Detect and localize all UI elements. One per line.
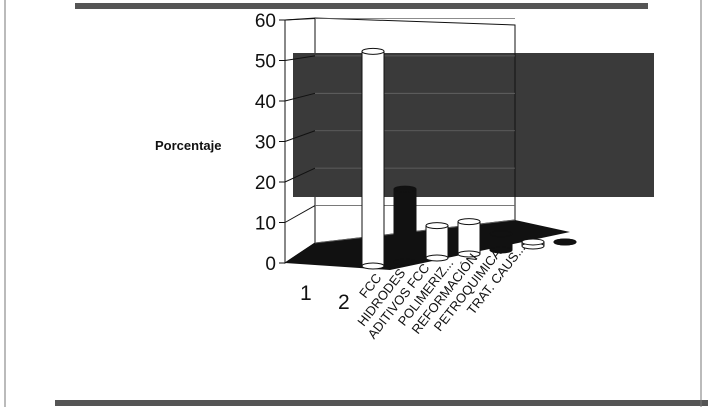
bar-4 (457, 218, 481, 258)
bar-6 (521, 238, 545, 250)
depth-gridline (284, 55, 316, 61)
y-tick-label: 40 (255, 92, 276, 113)
y-axis-title: Porcentaje (155, 138, 221, 153)
y-axis: 0 10 20 30 40 50 60 (255, 11, 286, 275)
y-tick-label: 10 (255, 214, 276, 235)
depth-label-1: 1 (300, 282, 312, 305)
depth-gridline (284, 167, 316, 183)
y-tick-label: 50 (255, 52, 276, 73)
bars (361, 47, 577, 270)
y-tick-label: 30 (255, 133, 276, 154)
depth-gridline (284, 130, 316, 142)
depth-gridline (284, 205, 316, 223)
bar-7 (553, 238, 577, 246)
bar-2 (393, 185, 417, 266)
y-tick-label: 0 (265, 254, 276, 275)
bar-3 (425, 222, 449, 262)
bar-1 (361, 47, 385, 270)
shaded-band (293, 53, 654, 197)
y-tick-label: 60 (255, 11, 276, 32)
depth-gridline (284, 17, 316, 21)
y-tick-label: 20 (255, 173, 276, 194)
bar-5 (489, 230, 513, 254)
depth-label-2: 2 (338, 291, 350, 314)
depth-gridline (284, 242, 316, 264)
depth-gridline (284, 92, 316, 102)
